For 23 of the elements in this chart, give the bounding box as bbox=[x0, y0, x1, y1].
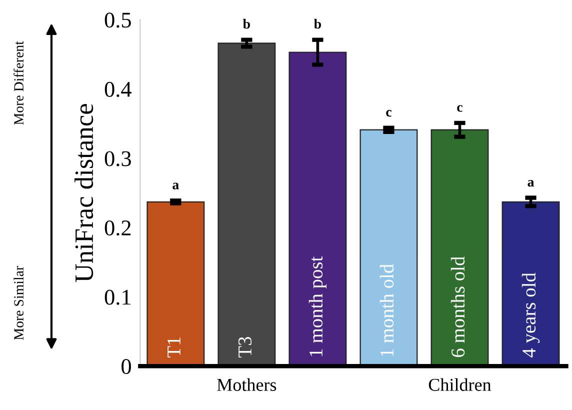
annotation: b bbox=[314, 18, 321, 29]
y-tick-label: 0.4 bbox=[104, 82, 132, 97]
x-tick-label: 6 months old bbox=[450, 256, 465, 357]
x-tick-label: T3 bbox=[238, 336, 252, 358]
annotation: a bbox=[528, 180, 534, 187]
x-tick-label: 1 month old bbox=[380, 264, 394, 356]
text: More Different bbox=[14, 41, 24, 125]
annotation: c bbox=[386, 110, 392, 117]
annotation: a bbox=[172, 182, 179, 190]
y-tick-label: 0.1 bbox=[104, 290, 130, 305]
y-tick-label: 0.2 bbox=[104, 220, 131, 236]
x-tick-label: 1 month post bbox=[308, 256, 327, 356]
text: Children bbox=[428, 378, 492, 391]
annotation: c bbox=[457, 105, 462, 112]
annotation: b bbox=[242, 18, 250, 29]
x-tick-label: 4 years old bbox=[522, 272, 540, 358]
x-tick-label: T1 bbox=[167, 337, 180, 358]
y-axis-title: UniFrac distance bbox=[74, 104, 94, 282]
y-tick-label: 0.5 bbox=[104, 12, 131, 28]
y-tick-label: 0.3 bbox=[104, 151, 131, 166]
text: Mothers bbox=[217, 378, 276, 391]
y-tick-label: 0 bbox=[122, 359, 131, 374]
text: More Similar bbox=[14, 266, 24, 340]
